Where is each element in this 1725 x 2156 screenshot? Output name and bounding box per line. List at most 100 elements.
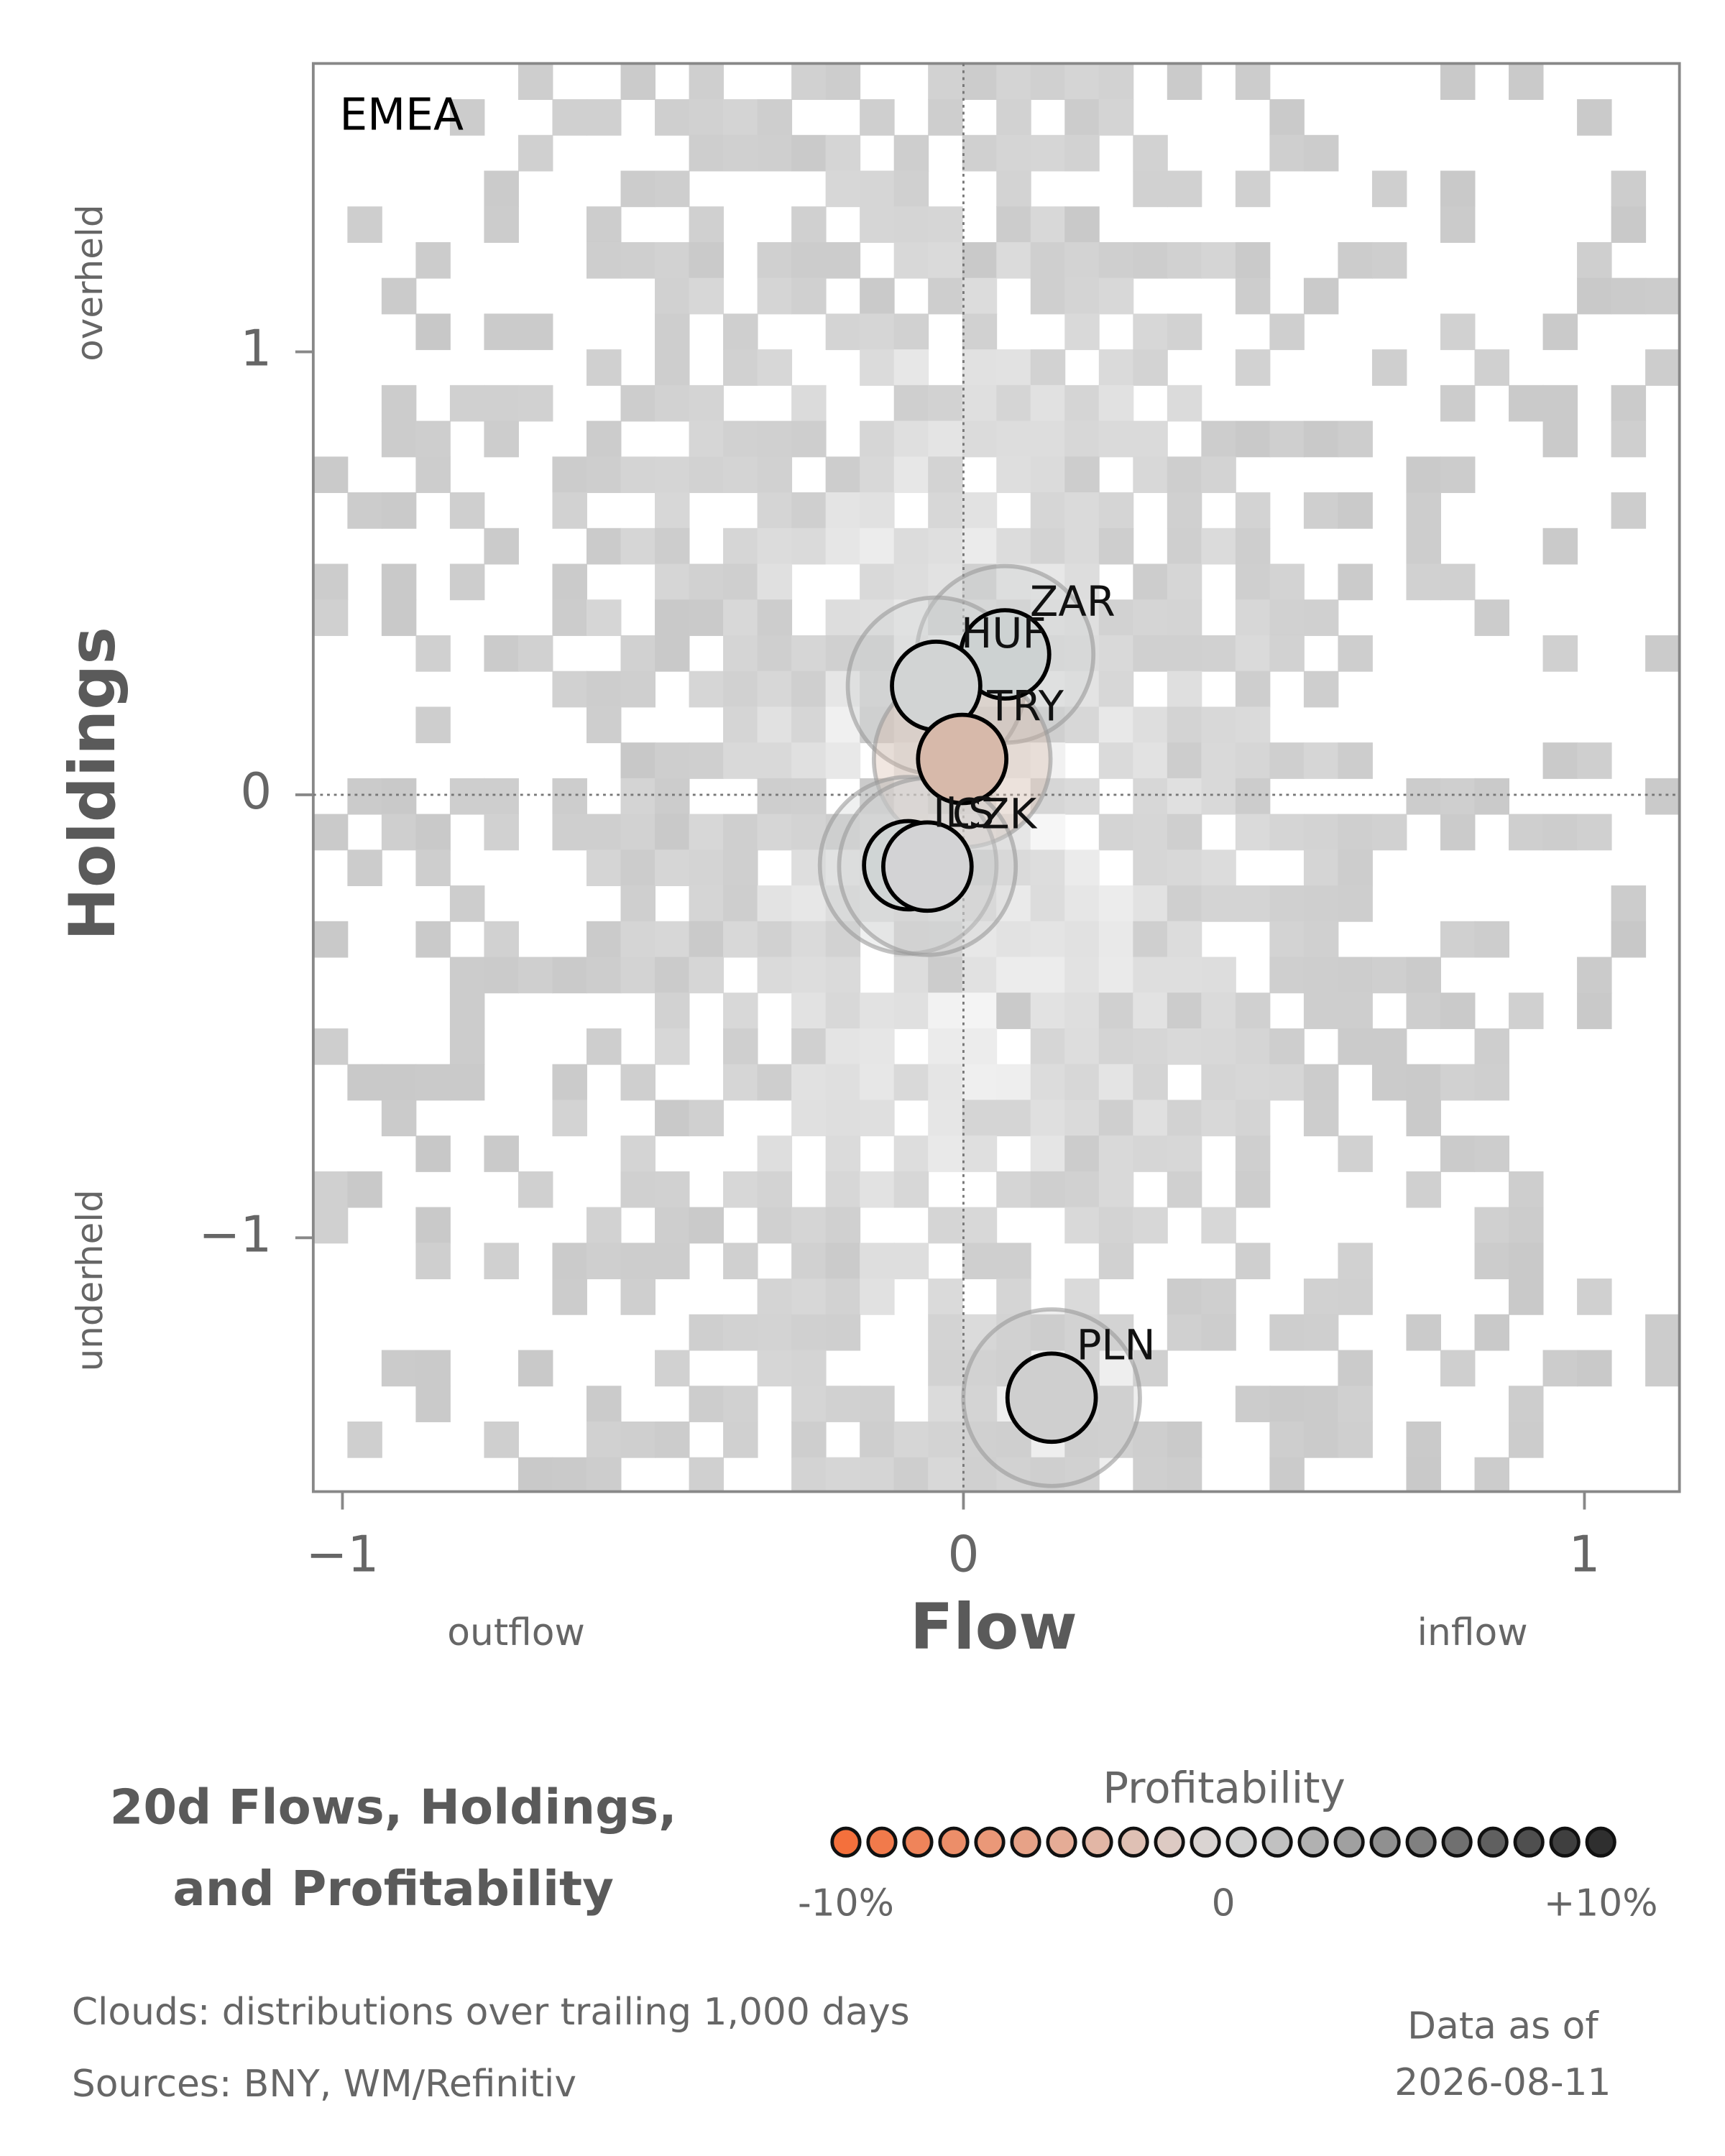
cloud-cell: [757, 1135, 793, 1172]
cloud-cell: [381, 599, 417, 636]
cloud-cell: [996, 1314, 1031, 1351]
cloud-cell: [689, 456, 724, 494]
colorbar-dot: [866, 1826, 898, 1858]
cloud-cell: [1338, 814, 1373, 851]
cloud-cell: [449, 99, 485, 136]
cloud-cell: [791, 742, 827, 779]
cloud-cell: [791, 277, 827, 315]
cloud-cell: [381, 1350, 417, 1387]
cloud-cell: [1201, 635, 1236, 672]
cloud-cell: [1133, 921, 1168, 958]
cloud-cell: [1098, 384, 1134, 422]
cloud-cell: [860, 671, 895, 708]
colorbar-dot: [1225, 1826, 1257, 1858]
cloud-cell: [1645, 349, 1680, 386]
cloud-cell: [689, 1314, 724, 1351]
cloud-cell: [1133, 420, 1168, 458]
cloud-cell: [860, 99, 895, 136]
colorbar-dot: [830, 1826, 862, 1858]
cloud-cell: [484, 384, 519, 422]
cloud-cell: [1542, 1350, 1578, 1387]
cloud-cell: [928, 492, 963, 529]
cloud-cell: [1167, 992, 1202, 1029]
cloud-cell: [1440, 1064, 1476, 1101]
cloud-cell: [449, 957, 485, 994]
cloud-cell: [1064, 1207, 1100, 1244]
cloud-cell: [1201, 241, 1236, 279]
cloud-cell: [1030, 420, 1066, 458]
cloud-cell: [1269, 635, 1305, 672]
cloud-cell: [552, 1279, 587, 1315]
cloud-cell: [757, 563, 793, 601]
y-tick-label: −1: [198, 1206, 272, 1263]
cloud-cell: [655, 1028, 690, 1065]
cloud-cell: [860, 528, 895, 565]
cloud-cell: [757, 957, 793, 994]
cloud-cell: [723, 921, 758, 958]
colorbar-tick-label: 0: [1212, 1882, 1236, 1925]
cloud-cell: [1269, 313, 1305, 351]
cloud-cell: [996, 1279, 1031, 1315]
cloud-cell: [1509, 1386, 1544, 1422]
cloud-cell: [1611, 420, 1647, 458]
cloud-cell: [1030, 957, 1066, 994]
cloud-cell: [1098, 99, 1134, 136]
cloud-cell: [757, 1314, 793, 1351]
cloud-cell: [1611, 885, 1647, 922]
cloud-cell: [723, 99, 758, 136]
cloud-cell: [1098, 1100, 1134, 1137]
cloud-cell: [1167, 1457, 1202, 1492]
colorbar-tick-label: +10%: [1544, 1882, 1658, 1925]
cloud-cell: [1098, 1207, 1134, 1244]
cloud-cell: [893, 957, 929, 994]
cloud-cell: [689, 1386, 724, 1422]
colorbar-title: Profitability: [1103, 1764, 1346, 1813]
cloud-cell: [1235, 885, 1271, 922]
cloud-cell: [484, 921, 519, 958]
cloud-cell: [1577, 992, 1612, 1029]
cloud-cell: [757, 1064, 793, 1101]
cloud-cell: [552, 492, 587, 529]
cloud-cell: [1303, 814, 1339, 851]
cloud-cell: [1133, 885, 1168, 922]
cloud-cell: [860, 992, 895, 1029]
cloud-cell: [1133, 814, 1168, 851]
cloud-cell: [381, 1100, 417, 1137]
cloud-cell: [415, 635, 451, 672]
cloud-cell: [1542, 420, 1578, 458]
cloud-cell: [689, 206, 724, 243]
cloud-cell: [415, 921, 451, 958]
cloud-cell: [1064, 957, 1100, 994]
cloud-cell: [415, 1064, 451, 1101]
cloud-cell: [347, 1421, 382, 1458]
cloud-cell: [655, 563, 690, 601]
cloud-cell: [893, 170, 929, 208]
cloud-cell: [449, 1028, 485, 1065]
cloud-cell: [689, 957, 724, 994]
cloud-cell: [893, 563, 929, 601]
cloud-cell: [825, 957, 861, 994]
cloud-cell: [825, 1386, 861, 1422]
cloud-cell: [1201, 1100, 1236, 1137]
cloud-cell: [347, 849, 382, 887]
cloud-cell: [518, 63, 553, 101]
cloud-cell: [996, 420, 1031, 458]
cloud-cell: [1167, 778, 1202, 815]
cloud-cell: [791, 635, 827, 672]
cloud-cell: [586, 99, 622, 136]
cloud-cell: [1542, 814, 1578, 851]
cloud-cell: [1167, 635, 1202, 672]
cloud-cell: [586, 1386, 622, 1422]
cloud-cell: [893, 1064, 929, 1101]
cloud-cell: [962, 992, 998, 1029]
cloud-cell: [1303, 1100, 1339, 1137]
cloud-cell: [415, 814, 451, 851]
cloud-cell: [1167, 170, 1202, 208]
cloud-cell: [928, 277, 963, 315]
cloud-cell: [893, 992, 929, 1029]
cloud-cell: [1098, 921, 1134, 958]
cloud-cell: [1440, 778, 1476, 815]
cloud-cell: [620, 957, 656, 994]
cloud-cell: [928, 63, 963, 101]
cloud-cell: [1098, 1135, 1134, 1172]
